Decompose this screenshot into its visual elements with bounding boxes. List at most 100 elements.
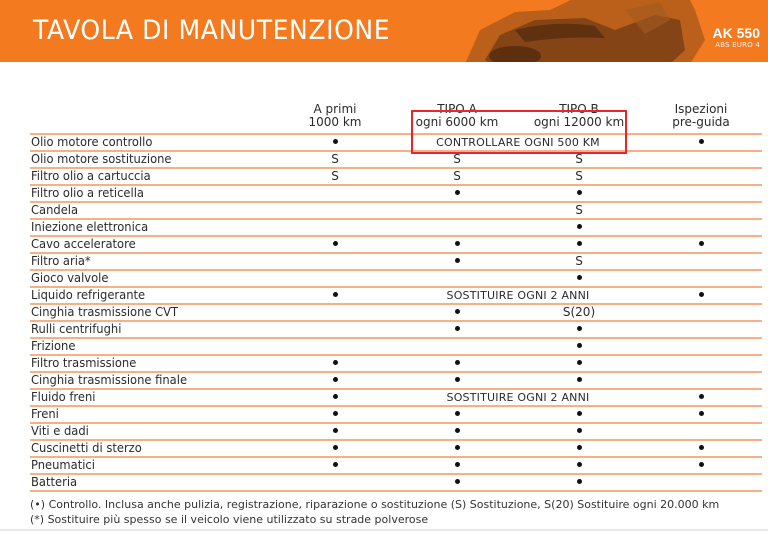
dot-icon xyxy=(576,343,582,348)
row-label: Fluido freni xyxy=(31,390,96,404)
dot-icon xyxy=(454,411,460,416)
row-label: Cavo acceleratore xyxy=(31,237,136,251)
check-dot-icon xyxy=(427,356,487,371)
dot-icon xyxy=(576,360,582,365)
check-dot-icon xyxy=(549,356,609,371)
replace-marker: S xyxy=(575,254,583,268)
replace-marker: S xyxy=(575,152,583,166)
check-dot-icon xyxy=(427,441,487,456)
model-name: AK 550 xyxy=(712,25,760,41)
replace-marker: S(20) xyxy=(562,305,596,319)
table-row: Batteria xyxy=(30,473,762,492)
dot-icon xyxy=(454,428,460,433)
check-dot-icon xyxy=(427,237,487,252)
column-header-line1: A primi xyxy=(313,102,357,116)
dot-icon xyxy=(698,139,704,144)
check-dot-icon xyxy=(305,407,365,422)
dot-icon xyxy=(576,445,582,450)
table-row: Filtro olio a cartuccia S S S xyxy=(30,167,762,184)
check-dot-icon xyxy=(671,237,731,252)
check-dot-icon xyxy=(427,322,487,337)
check-dot-icon xyxy=(549,186,609,201)
table-row: Cuscinetti di sterzo xyxy=(30,439,762,456)
table-row: Gioco valvole xyxy=(30,269,762,286)
dot-icon xyxy=(332,241,338,246)
row-label: Iniezione elettronica xyxy=(31,220,149,234)
table-row: Frizione xyxy=(30,337,762,354)
check-dot-icon xyxy=(305,356,365,371)
row-label: Frizione xyxy=(31,339,76,353)
table-row: Candela S xyxy=(30,201,762,218)
dot-icon xyxy=(576,411,582,416)
column-header-line1: TIPO B xyxy=(559,102,599,116)
check-dot-icon xyxy=(549,339,609,354)
dot-icon xyxy=(576,462,582,467)
check-dot-icon xyxy=(427,458,487,473)
row-label: Olio motore sostituzione xyxy=(31,152,172,166)
check-dot-icon xyxy=(305,458,365,473)
dot-icon xyxy=(698,241,704,246)
check-dot-icon xyxy=(549,458,609,473)
check-dot-icon xyxy=(427,305,487,320)
dot-icon xyxy=(576,241,582,246)
check-dot-icon xyxy=(671,390,731,405)
row-label: Rulli centrifughi xyxy=(31,322,122,336)
row-label: Filtro olio a cartuccia xyxy=(31,169,151,183)
dot-icon xyxy=(698,292,704,297)
column-header-line1: TIPO A xyxy=(437,102,477,116)
row-span-note: CONTROLLARE OGNI 500 KM xyxy=(436,136,600,149)
dot-icon xyxy=(454,241,460,246)
replace-marker: S xyxy=(575,203,583,217)
dot-icon xyxy=(454,462,460,467)
check-dot-icon xyxy=(549,322,609,337)
row-label: Cuscinetti di sterzo xyxy=(31,441,142,455)
dot-icon xyxy=(454,190,460,195)
check-dot-icon xyxy=(549,271,609,286)
check-dot-icon xyxy=(427,475,487,490)
column-header: Ispezioni pre-guida xyxy=(641,103,761,129)
table-row: Olio motore sostituzione S S S xyxy=(30,150,762,167)
dot-icon xyxy=(332,428,338,433)
check-dot-icon xyxy=(305,424,365,439)
row-label: Filtro trasmissione xyxy=(31,356,137,370)
table-row: Filtro aria* S xyxy=(30,252,762,269)
check-dot-icon xyxy=(305,441,365,456)
dot-icon xyxy=(332,394,338,399)
dot-icon xyxy=(332,360,338,365)
column-header-line2: 1000 km xyxy=(308,115,362,129)
check-dot-icon xyxy=(427,254,487,269)
check-dot-icon xyxy=(549,373,609,388)
legend-line-2: (*) Sostituire più spesso se il veicolo … xyxy=(30,513,429,526)
row-label: Liquido refrigerante xyxy=(31,288,146,302)
dot-icon xyxy=(576,326,582,331)
column-header-line2: ogni 6000 km xyxy=(415,115,499,129)
dot-icon xyxy=(576,224,582,229)
row-label: Candela xyxy=(31,203,79,217)
dot-icon xyxy=(576,190,582,195)
table-row: Fluido freni SOSTITUIRE OGNI 2 ANNI xyxy=(30,388,762,405)
dot-icon xyxy=(332,445,338,450)
dot-icon xyxy=(454,258,460,263)
maintenance-table: Olio motore controllo CONTROLLARE OGNI 50… xyxy=(30,133,762,492)
column-header: A primi 1000 km xyxy=(275,103,395,129)
check-dot-icon xyxy=(305,373,365,388)
check-dot-icon xyxy=(671,135,731,150)
replace-marker: S xyxy=(331,152,339,166)
row-label: Cinghia trasmissione finale xyxy=(31,373,188,387)
row-span-note: SOSTITUIRE OGNI 2 ANNI xyxy=(446,391,590,404)
dot-icon xyxy=(332,292,338,297)
check-dot-icon xyxy=(427,373,487,388)
row-span-note: SOSTITUIRE OGNI 2 ANNI xyxy=(446,289,590,302)
row-label: Batteria xyxy=(31,475,78,489)
check-dot-icon xyxy=(549,407,609,422)
row-label: Filtro aria* xyxy=(31,254,91,268)
bottom-divider xyxy=(0,529,768,531)
table-row: Freni xyxy=(30,405,762,422)
check-dot-icon xyxy=(549,220,609,235)
dot-icon xyxy=(576,428,582,433)
column-header-line2: pre-guida xyxy=(672,115,730,129)
check-dot-icon xyxy=(549,441,609,456)
check-dot-icon xyxy=(671,407,731,422)
check-dot-icon xyxy=(671,288,731,303)
replace-marker: S xyxy=(453,152,461,166)
